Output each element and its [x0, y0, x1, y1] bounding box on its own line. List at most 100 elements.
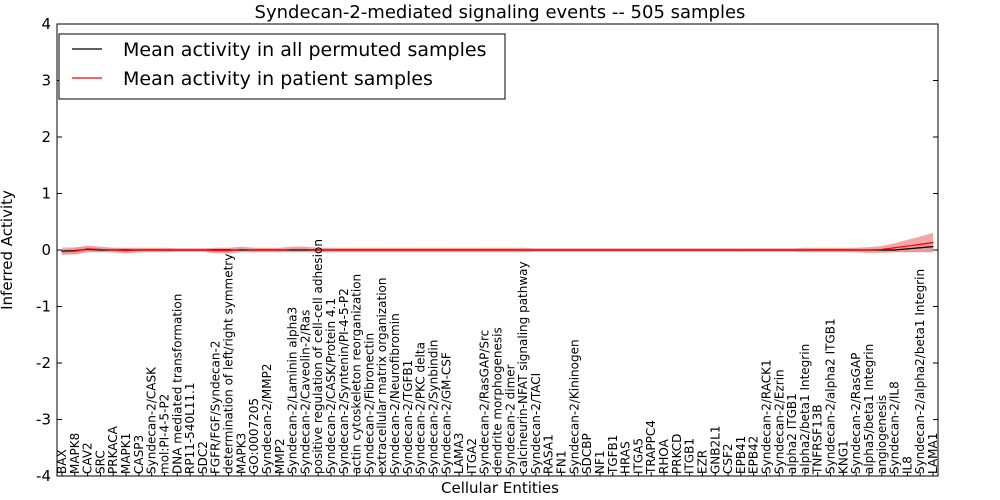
x-tick-label: ITGB1	[683, 438, 697, 474]
y-tick-label: -3	[36, 411, 51, 429]
point-permuted	[906, 248, 908, 250]
x-tick-label: Syndecan-2/CASK/Protein 4.1	[324, 298, 338, 474]
x-tick-label: Syndecan-2/TGFB1	[401, 360, 415, 474]
point-patient	[689, 249, 691, 251]
x-tick-label: FN1	[555, 450, 569, 474]
point-patient	[356, 249, 358, 251]
point-patient	[317, 249, 319, 251]
x-tick-label: MAPK8	[68, 433, 82, 474]
x-tick-label: angiogenesis	[875, 395, 889, 474]
y-axis-label: Inferred Activity	[0, 190, 16, 310]
x-tick-label: Syndecan-2/Neurofibromin	[388, 313, 402, 474]
point-patient	[138, 249, 140, 251]
x-tick-label: alpha2/beta1 Integrin	[798, 344, 812, 474]
point-patient	[842, 249, 844, 251]
point-permuted	[932, 246, 934, 248]
point-permuted	[919, 247, 921, 249]
point-patient	[753, 249, 755, 251]
x-tick-label: CASP3	[132, 435, 146, 474]
point-patient	[279, 249, 281, 251]
point-patient	[458, 249, 460, 251]
point-patient	[560, 249, 563, 251]
x-tick-label: alpha5/beta1 Integrin	[862, 344, 876, 474]
point-patient	[586, 249, 588, 251]
point-patient	[291, 248, 294, 251]
x-tick-label: determination of left/right symmetry	[222, 254, 236, 474]
point-patient	[215, 249, 217, 252]
x-axis-label: Cellular Entities	[441, 479, 559, 497]
point-patient	[701, 249, 704, 251]
point-patient	[573, 249, 575, 251]
point-patient	[420, 249, 422, 251]
point-patient	[535, 249, 537, 251]
x-tick-label: positive regulation of cell-cell adhesio…	[311, 239, 325, 474]
x-tick-label: EZR	[695, 450, 709, 474]
point-patient	[176, 249, 178, 251]
x-tick-label: GNB2L1	[708, 426, 722, 474]
point-patient	[432, 249, 435, 251]
x-tick-label: BAX	[55, 449, 69, 474]
point-patient	[509, 249, 511, 251]
x-tick-label: actin cytoskeleton reorganization	[350, 274, 364, 474]
point-patient	[343, 249, 345, 251]
x-tick-label: MAPK3	[234, 433, 248, 474]
point-patient	[804, 249, 806, 251]
point-patient	[74, 250, 76, 252]
x-tick-label: RP11-540L11.1	[183, 383, 197, 474]
legend-box	[58, 33, 506, 100]
x-tick-label: PRKCD	[670, 434, 684, 474]
x-tick-label: Syndecan-2/RACK1	[759, 359, 773, 474]
point-patient	[189, 249, 191, 251]
x-tick-label: LAMA1	[926, 433, 940, 474]
x-tick-label: calcineurin-NFAT signaling pathway	[516, 261, 530, 474]
x-tick-label: Syndecan-2/alpha2/beta1 Integrin	[913, 269, 927, 474]
x-tick-label: TGFB1	[606, 435, 620, 475]
y-tick-label: 0	[41, 241, 51, 259]
point-patient	[778, 249, 780, 251]
point-patient	[765, 249, 768, 251]
x-tick-label: EPB42	[747, 436, 761, 474]
legend-label-permuted: Mean activity in all permuted samples	[123, 39, 486, 61]
x-tick-label: FGFR/FGF/Syndecan-2	[209, 341, 223, 474]
y-tick-label: -4	[36, 467, 51, 485]
x-tick-label: extracellular matrix organization	[375, 278, 389, 475]
point-patient	[368, 249, 371, 251]
x-tick-label: Syndecan-2/Caveolin-2/Ras	[298, 310, 312, 474]
x-tick-label: Syndecan-2/Syntenin/PI-4-5-P2	[337, 288, 351, 474]
y-tick-label: 1	[41, 185, 51, 203]
band-patient	[62, 233, 933, 255]
y-axis: -4 -3 -2 -1 0 1 2 3 4	[36, 15, 938, 485]
x-tick-label: Syndecan-2/RasGAP	[849, 353, 863, 474]
x-tick-label: KNG1	[836, 440, 850, 474]
point-patient	[125, 249, 127, 252]
point-patient	[868, 249, 870, 251]
point-patient	[202, 249, 204, 251]
x-tick-label: Syndecan-2/IL8	[888, 381, 902, 474]
x-tick-label: Syndecan-2/RasGAP/Src	[478, 330, 492, 474]
x-tick-label: RHOA	[657, 438, 671, 474]
point-patient	[906, 245, 908, 247]
point-patient	[612, 249, 614, 251]
point-patient	[881, 248, 883, 251]
point-patient	[471, 249, 473, 251]
x-tick-label: ITGA2	[465, 438, 479, 474]
point-patient	[381, 249, 383, 251]
x-tick-label: Syndecan-2/TACI	[529, 373, 543, 474]
x-tick-label: RASA1	[542, 434, 556, 474]
x-tick-label: GO:0007205	[247, 398, 261, 474]
x-tick-label: Syndecan-2/CASK	[145, 366, 159, 474]
confidence-bands	[62, 233, 933, 256]
point-patient	[253, 249, 255, 251]
x-tick-label: Syndecan-2/GM-CSF	[439, 352, 453, 474]
point-patient	[227, 249, 230, 252]
series-lines	[61, 242, 934, 253]
legend: Mean activity in all permuted samples Me…	[58, 33, 506, 100]
point-patient	[548, 249, 550, 251]
point-patient	[740, 249, 742, 251]
x-tick-label: dendrite morphogenesis	[491, 327, 505, 474]
x-tick-label: EPB41	[734, 436, 748, 474]
x-tick-label: DNA mediated transformation	[170, 294, 184, 474]
x-tick-label: Syndecan-2 dimer	[503, 364, 517, 474]
point-patient	[650, 249, 652, 251]
